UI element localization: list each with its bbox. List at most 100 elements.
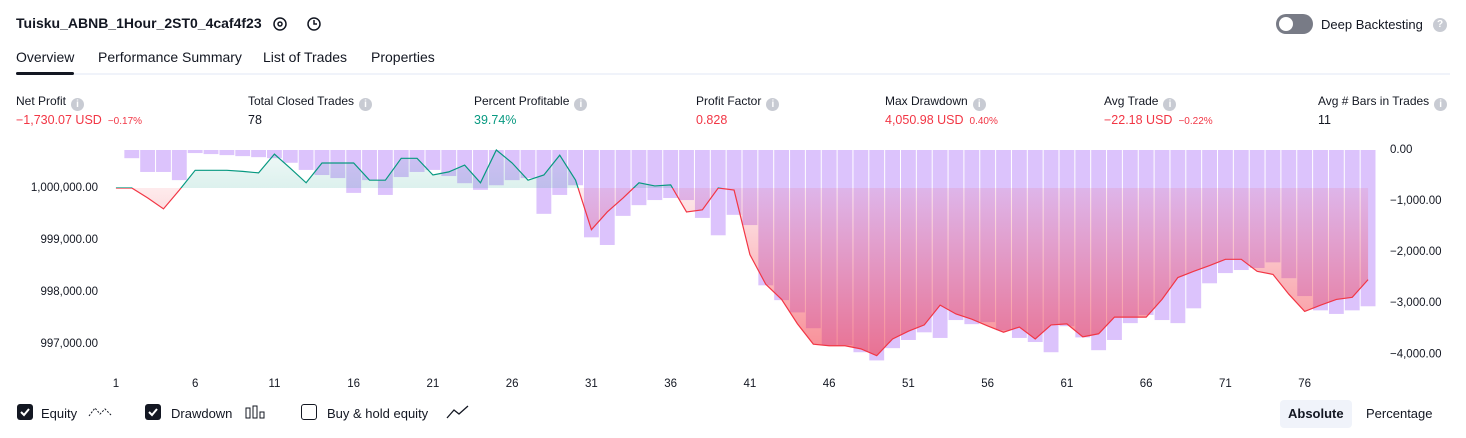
- x-tick-label: 61: [1061, 378, 1074, 390]
- y2-tick-label: −3,000.00: [1390, 297, 1441, 309]
- stat-value-text: −22.18 USD: [1104, 113, 1173, 127]
- stat-value-text: 39.74%: [474, 113, 517, 127]
- legend-equity: Equity: [41, 406, 78, 421]
- legend-buy-hold: Buy & hold equity: [327, 406, 429, 421]
- info-icon[interactable]: i: [71, 98, 85, 111]
- y2-tick-label: −2,000.00: [1390, 246, 1441, 258]
- stat-value: −22.18 USD −0.22%: [1104, 113, 1213, 127]
- legend-drawdown: Drawdown: [171, 406, 233, 421]
- x-tick-label: 16: [347, 378, 360, 390]
- stat-label: Avg Trade i: [1104, 94, 1177, 111]
- drawdown-bar: [425, 150, 441, 170]
- stat-value-text: 4,050.98 USD: [885, 113, 964, 127]
- stat-value: −1,730.07 USD −0.17%: [16, 113, 142, 127]
- equity-chart: 1,000,000.00 999,000.00 998,000.00 997,000.…: [31, 144, 1442, 390]
- y-tick-label: 1,000,000.00: [31, 182, 98, 194]
- stat-label: Profit Factor i: [696, 94, 780, 111]
- buy-hold-checkbox[interactable]: [301, 404, 317, 420]
- info-icon[interactable]: i: [574, 98, 588, 111]
- stat-label: Percent Profitable i: [474, 94, 588, 111]
- stat-label: Total Closed Trades i: [248, 94, 373, 111]
- tab-separator: [16, 73, 1450, 75]
- x-tick-label: 46: [823, 378, 836, 390]
- drawdown-bar: [171, 150, 187, 181]
- strategy-title: Tuisku_ABNB_1Hour_2ST0_4caf4f23: [16, 15, 262, 31]
- x-tick-label: 51: [902, 378, 915, 390]
- buy-hold-legend-icon: [446, 405, 469, 419]
- stat-sub-value: −0.22%: [1178, 116, 1213, 127]
- stat-sub-value: 0.40%: [969, 116, 998, 127]
- x-tick-label: 71: [1219, 378, 1232, 390]
- stat-value-text: −1,730.07 USD: [16, 113, 102, 127]
- drawdown-bar: [203, 150, 219, 155]
- drawdown-bar: [710, 150, 726, 236]
- x-tick-label: 21: [427, 378, 440, 390]
- drawdown-bar: [647, 150, 663, 201]
- x-tick-label: 26: [506, 378, 519, 390]
- y2-tick-label: −1,000.00: [1390, 195, 1441, 207]
- x-tick-label: 1: [113, 378, 119, 390]
- drawdown-bar: [441, 150, 457, 177]
- y-tick-label: 997,000.00: [40, 338, 98, 350]
- x-tick-label: 66: [1140, 378, 1153, 390]
- equity-area: [115, 150, 1369, 356]
- x-tick-label: 6: [192, 378, 198, 390]
- stat-value-text: 0.828: [696, 113, 728, 127]
- drawdown-bar: [520, 150, 536, 179]
- x-tick-label: 11: [268, 378, 280, 390]
- drawdown-checkbox[interactable]: [145, 404, 161, 420]
- stat-label: Avg # Bars in Trades i: [1318, 94, 1448, 111]
- y2-tick-label: 0.00: [1390, 144, 1412, 156]
- y2-tick-label: −4,000.00: [1390, 348, 1441, 360]
- info-icon[interactable]: i: [1163, 98, 1177, 111]
- equity-line: [115, 149, 1369, 357]
- help-icon[interactable]: ?: [1433, 18, 1447, 32]
- drawdown-bar: [631, 150, 647, 206]
- info-icon[interactable]: i: [359, 98, 373, 111]
- info-icon[interactable]: i: [766, 98, 780, 111]
- tab[interactable]: Performance Summary: [98, 49, 242, 65]
- drawdown-bar: [282, 150, 298, 163]
- tab[interactable]: List of Trades: [263, 49, 348, 65]
- equity-legend-icon: [88, 407, 112, 417]
- y-tick-label: 998,000.00: [40, 286, 98, 298]
- drawdown-bar: [187, 150, 203, 154]
- equity-checkbox[interactable]: [17, 404, 33, 420]
- stat-sub-value: −0.17%: [107, 116, 143, 127]
- drawdown-bar: [156, 150, 171, 172]
- tab[interactable]: Overview: [16, 49, 75, 65]
- stat-label: Net Profit i: [16, 94, 85, 111]
- y-tick-label: 999,000.00: [40, 234, 98, 246]
- info-icon[interactable]: i: [1434, 98, 1448, 111]
- stat-value: 78: [248, 113, 262, 127]
- mode-absolute[interactable]: Absolute: [1280, 400, 1352, 428]
- info-icon[interactable]: i: [972, 98, 986, 111]
- toggle-label: Deep Backtesting: [1321, 17, 1423, 32]
- stat-label: Max Drawdown i: [885, 94, 986, 111]
- x-tick-label: 56: [981, 378, 994, 390]
- stat-value: 0.828: [696, 113, 727, 127]
- stat-value: 39.74%: [474, 113, 516, 127]
- drawdown-bar: [219, 150, 235, 156]
- drawdown-bar: [140, 150, 156, 172]
- drawdown-bar: [235, 150, 251, 157]
- drawdown-bar: [298, 150, 314, 170]
- mode-percentage[interactable]: Percentage: [1366, 406, 1433, 421]
- tab[interactable]: Properties: [371, 49, 435, 65]
- drawdown-legend-icon: [245, 405, 265, 419]
- drawdown-bar: [679, 150, 694, 201]
- x-tick-label: 41: [744, 378, 757, 390]
- active-tab-indicator: [16, 72, 74, 75]
- x-tick-label: 76: [1298, 378, 1311, 390]
- drawdown-bar: [251, 150, 266, 158]
- drawdown-bar: [362, 150, 377, 181]
- header-icons[interactable]: [270, 14, 330, 34]
- stat-value-text: 78: [248, 113, 262, 127]
- x-tick-label: 31: [585, 378, 598, 390]
- deep-backtesting-toggle[interactable]: [1276, 14, 1313, 34]
- x-tick-label: 36: [664, 378, 677, 390]
- drawdown-bar: [615, 150, 631, 216]
- stat-value-text: 11: [1318, 113, 1331, 127]
- stat-value: 4,050.98 USD 0.40%: [885, 113, 998, 127]
